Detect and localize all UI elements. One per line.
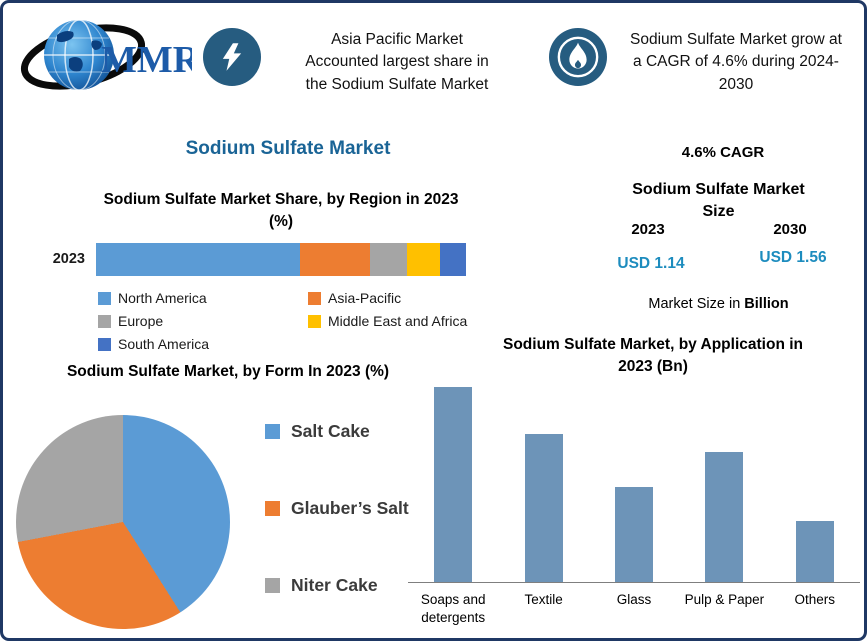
- legend-label: Glauber’s Salt: [291, 498, 409, 518]
- legend-item-middle-east-and-africa: Middle East and Africa: [308, 313, 467, 329]
- legend-item-salt-cake: Salt Cake: [265, 421, 409, 442]
- bar-others: [795, 521, 834, 582]
- cagr-stat: 4.6% CAGR: [681, 144, 765, 161]
- bar-slot-soaps-and-detergents: [408, 386, 498, 582]
- legend-label: Europe: [118, 313, 164, 329]
- legend-swatch: [265, 424, 280, 439]
- form-chart-title: Sodium Sulfate Market, by Form In 2023 (…: [66, 363, 390, 380]
- highlight-badge-1: [203, 28, 261, 86]
- unit-bold: Billion: [744, 296, 789, 312]
- market-size-unit: Market Size in Billion: [611, 296, 826, 312]
- legend-swatch: [265, 578, 280, 593]
- legend-swatch: [265, 501, 280, 516]
- bar-pulp-paper: [705, 451, 744, 582]
- region-segment-asia-pacific: [299, 243, 370, 276]
- globe-logo-icon: MMR: [20, 19, 201, 91]
- region-segment-south-america: [440, 243, 466, 276]
- highlight-badge-2: [549, 28, 607, 86]
- bar-slot-pulp-paper: [679, 451, 769, 582]
- legend-swatch: [98, 314, 111, 328]
- market-value-start: USD 1.14: [617, 255, 685, 272]
- legend-item-glauber-s-salt: Glauber’s Salt: [265, 498, 409, 519]
- bar-slot-glass: [589, 486, 679, 582]
- region-legend: North America Asia-Pacific Europe Middle Ea…: [98, 290, 467, 352]
- region-chart-title: Sodium Sulfate Market Share, by Region i…: [103, 191, 459, 230]
- bar-textile: [524, 434, 563, 582]
- legend-item-south-america: South America: [98, 336, 308, 352]
- region-stacked-bar: [96, 243, 466, 276]
- application-bars: [408, 364, 860, 583]
- category-label-textile: Textile: [524, 592, 563, 607]
- market-value-end: USD 1.56: [759, 249, 827, 266]
- legend-swatch: [98, 291, 111, 305]
- legend-label: North America: [118, 290, 207, 306]
- bar-slot-others: [770, 521, 860, 582]
- page-title: Sodium Sulfate Market: [185, 138, 391, 159]
- year-end: 2030: [773, 221, 807, 238]
- category-label-glass: Glass: [616, 592, 652, 607]
- legend-label: Asia-Pacific: [328, 290, 402, 306]
- application-chart-title: Sodium Sulfate Market, by Application in…: [503, 336, 803, 375]
- legend-label: Niter Cake: [291, 575, 378, 595]
- legend-item-europe: Europe: [98, 313, 308, 329]
- form-legend: Salt Cake Glauber’s Salt Niter Cake: [265, 421, 409, 638]
- callout-asia-pacific: Asia Pacific Market Accounted largest sh…: [305, 31, 489, 93]
- region-bar-year: 2023: [52, 251, 85, 267]
- unit-prefix: Market Size in: [648, 296, 745, 312]
- market-size-title: Sodium Sulfate Market Size: [632, 181, 805, 221]
- lightning-icon: [222, 43, 242, 71]
- legend-label: Salt Cake: [291, 421, 370, 441]
- legend-item-asia-pacific: Asia-Pacific: [308, 290, 467, 306]
- callout-cagr: Sodium Sulfate Market grow at a CAGR of …: [630, 31, 842, 93]
- legend-item-north-america: North America: [98, 290, 308, 306]
- region-segment-europe: [369, 243, 407, 276]
- legend-swatch: [308, 314, 321, 328]
- category-label-soaps-and-detergents: Soaps and detergents: [420, 592, 486, 626]
- legend-label: South America: [118, 336, 210, 352]
- category-label-pulp-paper: Pulp & Paper: [684, 592, 765, 607]
- application-labels: Soaps and detergents Textile Glass Pulp & P…: [408, 584, 860, 627]
- region-segment-north-america: [96, 243, 300, 276]
- logo-text: MMR: [101, 39, 192, 81]
- legend-item-niter-cake: Niter Cake: [265, 575, 409, 596]
- form-pie: [16, 415, 230, 629]
- legend-label: Middle East and Africa: [328, 313, 468, 329]
- year-start: 2023: [631, 221, 665, 238]
- bar-glass: [614, 486, 653, 582]
- flame-icon: [557, 36, 599, 78]
- legend-swatch: [98, 337, 111, 351]
- bar-slot-textile: [499, 434, 589, 582]
- category-label-others: Others: [794, 592, 835, 607]
- bar-soaps-and-detergents: [434, 386, 473, 582]
- region-segment-middle-east-and-africa: [406, 243, 441, 276]
- mmr-logo: MMR: [17, 9, 201, 106]
- legend-swatch: [308, 291, 321, 305]
